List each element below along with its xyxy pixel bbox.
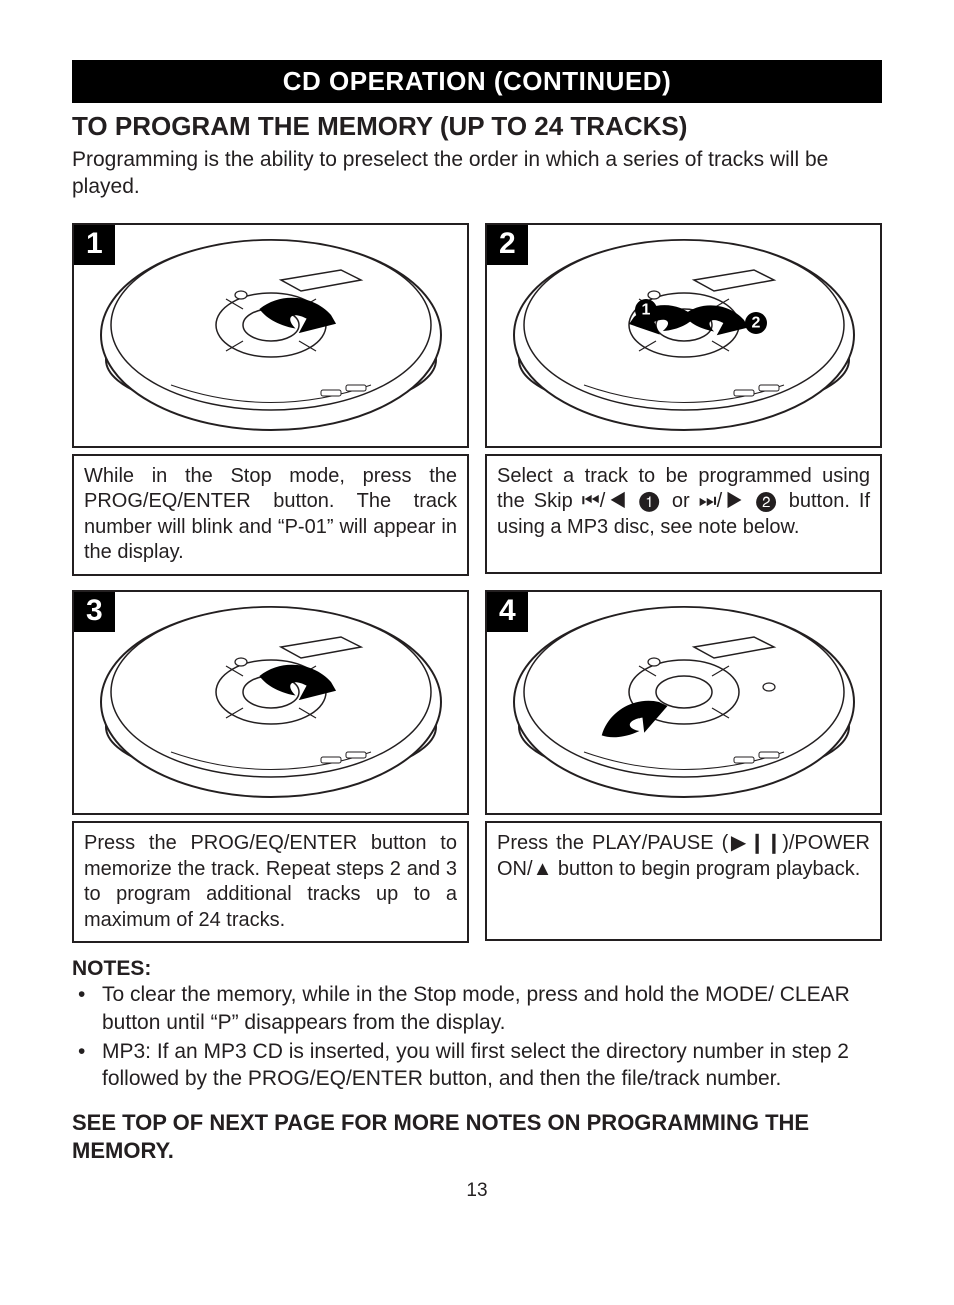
step-2: 2 1 2 Select a track to be programmed us… (485, 223, 882, 576)
triangle-up-icon: ▲ (533, 858, 553, 880)
step-badge: 4 (487, 592, 528, 632)
cd-player-icon: 1 2 (494, 225, 874, 445)
caption-text: Press the PLAY/PAUSE ( (497, 832, 728, 854)
notes-list: To clear the memory, while in the Stop m… (72, 981, 882, 1092)
step-3-illustration: 3 (72, 590, 469, 815)
sub-heading: TO PROGRAM THE MEMORY (UP TO 24 TRACKS) (72, 111, 882, 142)
play-pause-icon: ▶❙❙ (728, 832, 782, 854)
step-1: 1 While in the Stop mode, press the PROG… (72, 223, 469, 576)
see-more-text: SEE TOP OF NEXT PAGE FOR MORE NOTES ON P… (72, 1109, 882, 1166)
step-4-illustration: 4 (485, 590, 882, 815)
step-1-caption: While in the Stop mode, press the PROG/E… (72, 454, 469, 576)
caption-text: button to begin program playback. (552, 858, 860, 880)
skip-back-icon: ⏮/◀ ❶ (582, 490, 663, 512)
page-number: 13 (72, 1180, 882, 1202)
step-badge: 2 (487, 225, 528, 265)
intro-text: Programming is the ability to preselect … (72, 146, 882, 201)
svg-text:2: 2 (751, 315, 760, 332)
section-header: CD OPERATION (CONTINUED) (72, 60, 882, 103)
note-item: To clear the memory, while in the Stop m… (102, 981, 882, 1036)
notes-heading: NOTES: (72, 957, 882, 981)
step-1-illustration: 1 (72, 223, 469, 448)
step-2-illustration: 2 1 2 (485, 223, 882, 448)
step-4: 4 Press the PLAY/PAUSE (▶❙❙)/POWER ON/▲ … (485, 590, 882, 943)
step-2-caption: Select a track to be programmed using th… (485, 454, 882, 574)
note-item: MP3: If an MP3 CD is inserted, you will … (102, 1038, 882, 1093)
step-badge: 3 (74, 592, 115, 632)
header-title: CD OPERATION (CONTINUED) (283, 66, 672, 96)
step-badge: 1 (74, 225, 115, 265)
step-3: 3 Press the PROG/EQ/ENTER button to memo… (72, 590, 469, 943)
steps-grid: 1 While in the Stop mode, press the PROG… (72, 223, 882, 944)
cd-player-icon (81, 592, 461, 812)
svg-text:1: 1 (641, 302, 650, 319)
cd-player-icon (81, 225, 461, 445)
step-4-caption: Press the PLAY/PAUSE (▶❙❙)/POWER ON/▲ bu… (485, 821, 882, 941)
step-3-caption: Press the PROG/EQ/ENTER button to memori… (72, 821, 469, 943)
cd-player-icon (494, 592, 874, 812)
skip-fwd-icon: ⏭/▶ ❷ (699, 490, 780, 512)
caption-text: or (663, 490, 699, 512)
